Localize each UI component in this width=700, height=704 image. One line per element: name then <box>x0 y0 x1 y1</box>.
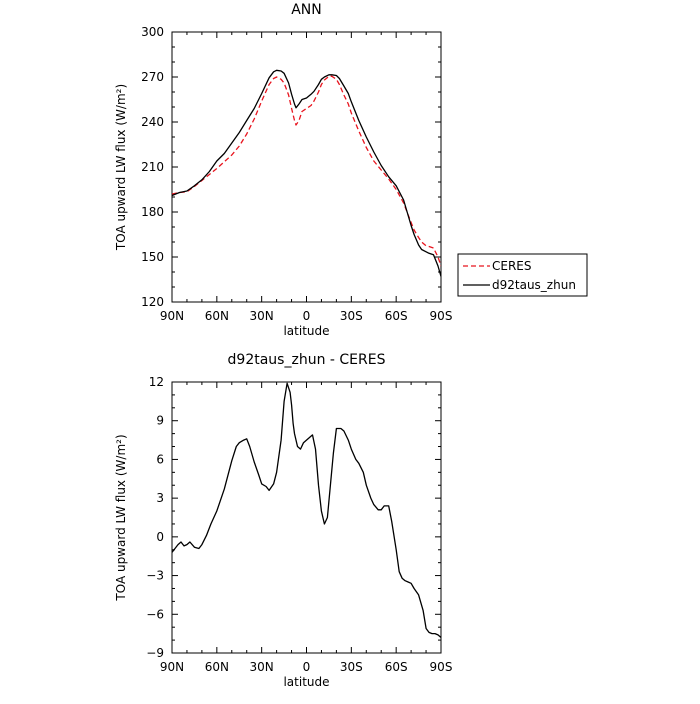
panel2-group: d92taus_zhun - CERES 90N 60N 30N 0 30S 60S 90S −… <box>114 352 452 689</box>
panel1-title: ANN <box>291 2 322 18</box>
panel1-y-tick-label: 150 <box>141 250 164 264</box>
panel1-x-tick-label: 0 <box>303 309 311 323</box>
panel2-x-tick-label: 60S <box>385 660 408 674</box>
panel2-y-tick-label: 3 <box>156 491 164 505</box>
panel1-x-tick-label: 60N <box>205 309 229 323</box>
panel1-group: ANN 90N 60N 30N 0 30S 60S 90S 120 150 180 210 240 270… <box>114 2 588 338</box>
panel2-y-axis-label: TOA upward LW flux (W/m²) <box>114 434 128 601</box>
panel2-y-tick-label: 9 <box>156 414 164 428</box>
panel2-x-axis-label: latitude <box>283 675 329 689</box>
panel2-plot-frame <box>171 381 442 654</box>
panel1-y-tick-label: 210 <box>141 160 164 174</box>
panel1-series-d92taus-zhun-line <box>172 69 441 277</box>
panel2-title: d92taus_zhun - CERES <box>228 352 386 368</box>
panel2-x-tick-label: 30S <box>340 660 363 674</box>
panel2-y-tick-label: 0 <box>156 530 164 544</box>
panel2-x-tick-label: 0 <box>303 660 311 674</box>
panel1-y-tick-label: 180 <box>141 205 164 219</box>
panel1-y-tick-label: 300 <box>141 25 164 39</box>
panel2-y-tick-label: −9 <box>146 646 164 660</box>
panel2-x-tick-label: 90S <box>430 660 453 674</box>
panel1-x-tick-label: 90N <box>160 309 184 323</box>
legend-box <box>457 253 588 297</box>
legend-label-ceres: CERES <box>492 259 532 273</box>
panel1-x-tick-label: 30S <box>340 309 363 323</box>
panel2-series-difference-line <box>172 382 441 638</box>
panel1-y-tick-label: 240 <box>141 115 164 129</box>
panel1-x-tick-label: 30N <box>250 309 274 323</box>
panel1-series-ceres-line <box>172 75 441 267</box>
panel2-y-tick-label: 6 <box>156 452 164 466</box>
panel1-x-tick-label: 90S <box>430 309 453 323</box>
panel1-x-axis-label: latitude <box>283 324 329 338</box>
panel2-x-tick-label: 30N <box>250 660 274 674</box>
panel2-x-tick-label: 60N <box>205 660 229 674</box>
panel2-y-tick-label: −3 <box>146 569 164 583</box>
legend-label-d92taus-zhun: d92taus_zhun <box>492 278 576 292</box>
panel1-y-axis-label: TOA upward LW flux (W/m²) <box>114 84 128 251</box>
panel1-x-tick-label: 60S <box>385 309 408 323</box>
panel1-y-tick-label: 270 <box>141 70 164 84</box>
panel2-x-tick-label: 90N <box>160 660 184 674</box>
panel2-y-tick-label: 12 <box>149 375 164 389</box>
panel2-y-tick-label: −6 <box>146 607 164 621</box>
panel1-y-tick-label: 120 <box>141 295 164 309</box>
